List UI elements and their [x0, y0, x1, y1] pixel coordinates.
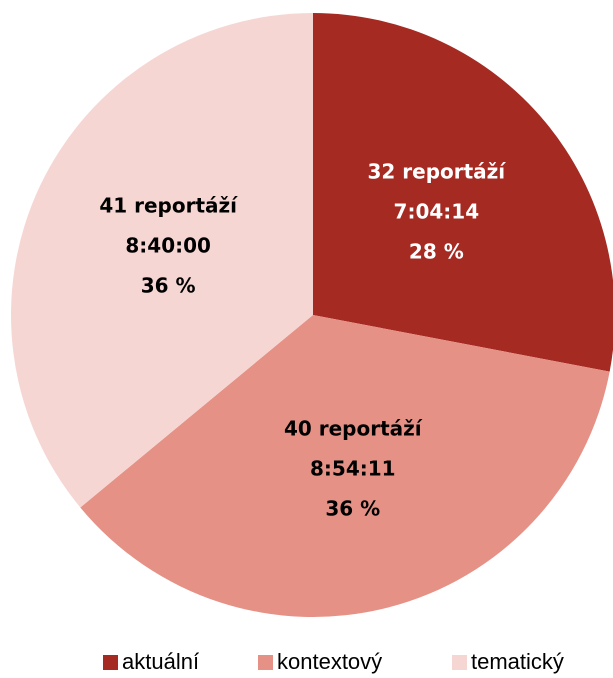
legend-label: aktuální [122, 649, 199, 674]
legend-label: tematický [471, 649, 564, 674]
pie-slice [11, 13, 313, 508]
slice-reports: 41 reportáží [99, 193, 238, 217]
legend-swatch [258, 655, 273, 670]
legend-label: kontextový [277, 649, 382, 674]
slice-duration: 7:04:14 [394, 199, 480, 223]
slice-duration: 8:40:00 [125, 233, 211, 257]
slice-percent: 36 % [325, 497, 380, 521]
slice-duration: 8:54:11 [310, 457, 396, 481]
legend-swatch [103, 655, 118, 670]
slice-reports: 40 reportáží [284, 417, 423, 441]
slice-percent: 36 % [141, 273, 196, 297]
slice-reports: 32 reportáží [367, 159, 506, 183]
pie-slice [313, 13, 613, 372]
pie-slice [80, 315, 610, 617]
legend-swatch [452, 655, 467, 670]
slice-percent: 28 % [409, 239, 464, 263]
